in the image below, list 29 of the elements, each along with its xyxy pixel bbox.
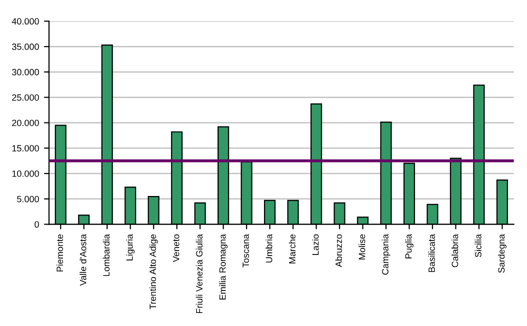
x-tick-label: Sardegna: [498, 234, 506, 273]
x-tick-label: Marche: [288, 234, 296, 264]
x-tick-label: Trentino Alto Adige: [149, 234, 158, 310]
y-tick-label: 10.000: [12, 170, 39, 177]
x-tick-label: Campania: [382, 234, 390, 275]
y-tick-label: 35.000: [12, 44, 39, 50]
y-tick-label: 15.000: [12, 145, 39, 152]
y-tick-label: 30.000: [12, 68, 39, 76]
x-tick-label: Liguria: [126, 234, 135, 260]
x-tick-label: Umbria: [266, 234, 272, 262]
x-tick-label: Basilicata: [428, 234, 435, 272]
x-tick-label: Lazio: [312, 234, 319, 255]
x-tick-label: Calabria: [452, 234, 458, 268]
y-tick-label: 25.000: [12, 94, 39, 101]
x-tick-label: Sicilia: [474, 234, 482, 258]
x-tick-label: Valle d'Aosta: [80, 234, 86, 286]
y-tick-label: 40.000: [12, 18, 39, 25]
x-tick-label: Veneto: [172, 234, 180, 262]
x-tick-label: Piemonte: [56, 234, 64, 272]
x-tick-label: Puglia: [405, 234, 414, 258]
x-tick-label: Friuli Venezia Giulia: [196, 234, 202, 314]
x-tick-label: Molise: [358, 234, 366, 260]
x-tick-label: Lombardia: [102, 234, 110, 276]
x-tick-label: Emilia Romagna: [219, 234, 228, 300]
y-tick-label: 0: [34, 221, 39, 228]
x-tick-label: Toscana: [242, 234, 249, 268]
y-tick-label: 20.000: [12, 120, 39, 126]
x-tick-label: Abruzzo: [335, 234, 342, 268]
y-tick-label: 5.000: [17, 196, 39, 202]
